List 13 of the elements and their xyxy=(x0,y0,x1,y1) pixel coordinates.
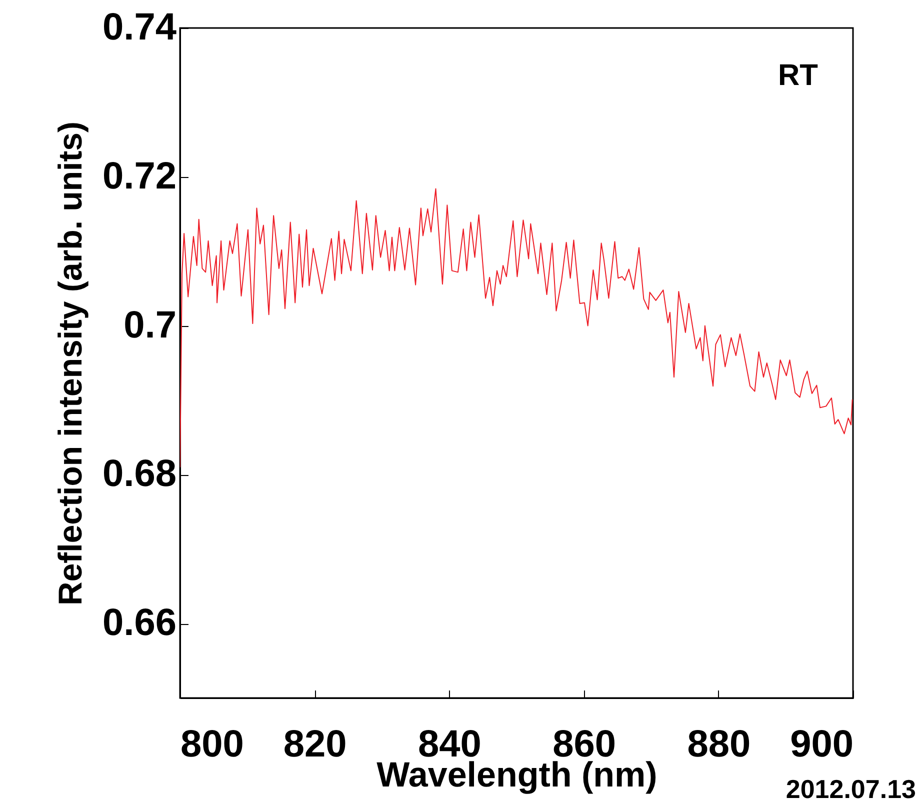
y-axis-title: Reflection intensity (arb. units) xyxy=(52,121,89,606)
text: 2012.07.13 xyxy=(786,774,916,804)
x-tick-label: 880 xyxy=(687,724,751,766)
y-tick-label: 0.7 xyxy=(124,304,176,346)
x-tick-label: 800 xyxy=(180,724,244,766)
annotation: RT xyxy=(778,59,818,92)
y-tick-label: 0.72 xyxy=(102,155,176,198)
x-tick-label: 820 xyxy=(283,724,347,766)
y-tick-label: 0.68 xyxy=(102,453,176,496)
y-tick-label: 0.74 xyxy=(102,6,176,48)
x-tick-label: 900 xyxy=(790,724,854,766)
line-series xyxy=(180,188,853,468)
y-tick-label: 0.66 xyxy=(102,602,176,644)
